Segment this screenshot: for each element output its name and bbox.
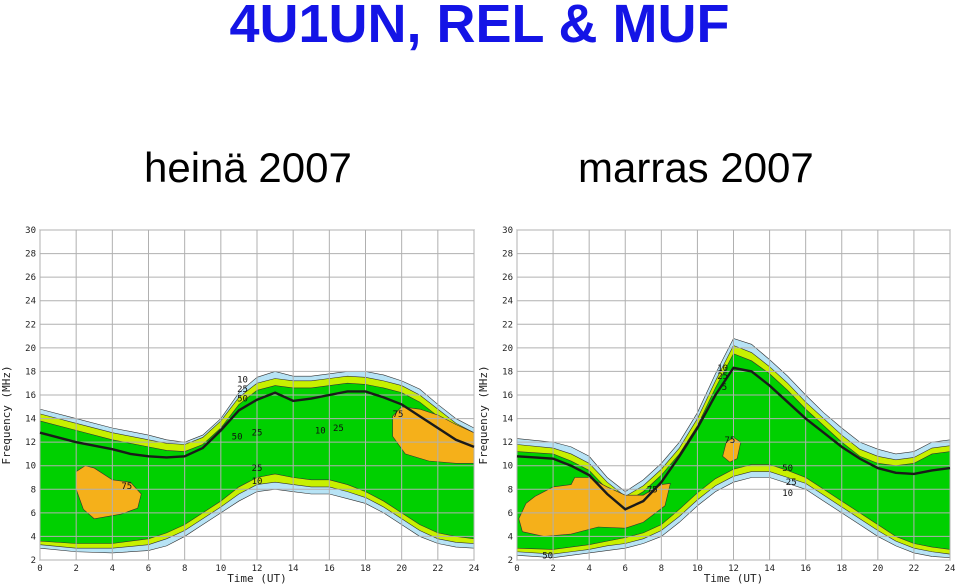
contour-label-10: 75 <box>121 482 132 492</box>
y-tick-label-8: 8 <box>31 485 36 495</box>
contour-label-9: 10 <box>252 477 263 487</box>
x-tick-label-22: 22 <box>432 564 443 574</box>
y-axis-label: Frequency (MHz) <box>478 365 490 464</box>
contour-label-2: 50 <box>237 395 248 405</box>
x-tick-label-24: 24 <box>945 564 956 574</box>
x-axis-label: Time (UT) <box>227 572 287 585</box>
y-tick-label-6: 6 <box>31 509 36 519</box>
y-tick-label-28: 28 <box>502 250 513 260</box>
x-tick-label-8: 8 <box>182 564 187 574</box>
y-axis-label: Frequency (MHz) <box>0 365 13 464</box>
contour-label-8: 25 <box>252 464 263 474</box>
y-tick-label-20: 20 <box>502 344 513 354</box>
grid-lines <box>516 229 951 561</box>
contour-label-1: 25 <box>237 385 248 395</box>
y-tick-label-8: 8 <box>508 485 513 495</box>
y-tick-label-14: 14 <box>25 415 36 425</box>
x-tick-label-16: 16 <box>800 564 811 574</box>
x-tick-label-0: 0 <box>514 564 519 574</box>
subtitle-right: marras 2007 <box>578 144 814 191</box>
contour-label-5: 25 <box>786 478 797 488</box>
tick-labels: 0 2 4 6 8 10 12 14 16 18 20 22 242468101214161820222… <box>502 226 955 574</box>
subtitle-left: heinä 2007 <box>144 144 352 191</box>
x-tick-label-12: 12 <box>252 564 263 574</box>
contour-label-5: 10 <box>315 426 326 436</box>
page-title: 4U1UN, REL & MUF <box>229 0 730 54</box>
muf-line <box>39 390 475 459</box>
contour-label-3: 50 <box>232 432 243 442</box>
chart-right: 0 2 4 6 8 10 12 14 16 18 20 22 242468101214161820222… <box>478 226 955 585</box>
grid-lines <box>39 229 475 561</box>
contour-label-8: 75 <box>647 485 658 495</box>
y-tick-label-4: 4 <box>508 532 513 542</box>
y-tick-label-26: 26 <box>502 273 513 283</box>
x-tick-label-10: 10 <box>692 564 703 574</box>
contour-label-7: 75 <box>393 410 404 420</box>
y-tick-label-26: 26 <box>25 273 36 283</box>
x-tick-label-8: 8 <box>659 564 664 574</box>
contour-label-1: 25 <box>717 372 728 382</box>
x-tick-label-24: 24 <box>469 564 480 574</box>
y-tick-label-6: 6 <box>508 509 513 519</box>
y-tick-label-10: 10 <box>502 462 513 472</box>
y-tick-label-18: 18 <box>502 367 513 377</box>
y-tick-label-18: 18 <box>25 367 36 377</box>
contour-label-7: 50 <box>542 551 553 561</box>
y-tick-label-16: 16 <box>502 391 513 401</box>
contour-label-0: 10 <box>717 364 728 374</box>
y-tick-label-22: 22 <box>502 320 513 330</box>
chart-left: 0 2 4 6 8 10 12 14 16 18 20 22 242468101214161820222… <box>0 226 479 585</box>
y-tick-label-2: 2 <box>508 556 513 566</box>
x-tick-label-0: 0 <box>37 564 42 574</box>
y-tick-label-4: 4 <box>31 532 36 542</box>
contour-label-0: 10 <box>237 376 248 386</box>
x-tick-label-4: 4 <box>110 564 115 574</box>
x-tick-label-18: 18 <box>836 564 847 574</box>
x-tick-label-18: 18 <box>360 564 371 574</box>
x-tick-label-6: 6 <box>623 564 628 574</box>
y-tick-label-28: 28 <box>25 250 36 260</box>
x-tick-label-2: 2 <box>73 564 78 574</box>
x-tick-label-10: 10 <box>215 564 226 574</box>
x-tick-label-4: 4 <box>586 564 591 574</box>
x-axis-label: Time (UT) <box>704 572 764 585</box>
y-tick-label-20: 20 <box>25 344 36 354</box>
contour-label-3: 75 <box>724 436 735 446</box>
x-tick-label-20: 20 <box>872 564 883 574</box>
muf-line <box>516 366 951 511</box>
x-tick-label-12: 12 <box>728 564 739 574</box>
y-tick-label-24: 24 <box>502 297 513 307</box>
x-tick-label-22: 22 <box>908 564 919 574</box>
y-tick-label-10: 10 <box>25 462 36 472</box>
x-tick-label-14: 14 <box>764 564 775 574</box>
y-tick-label-16: 16 <box>25 391 36 401</box>
y-tick-label-24: 24 <box>25 297 36 307</box>
contour-label-4: 50 <box>782 464 793 474</box>
y-tick-label-30: 30 <box>25 226 36 236</box>
y-tick-label-12: 12 <box>502 438 513 448</box>
y-tick-label-12: 12 <box>25 438 36 448</box>
x-tick-label-2: 2 <box>550 564 555 574</box>
y-tick-label-14: 14 <box>502 415 513 425</box>
contour-label-6: 10 <box>782 489 793 499</box>
x-tick-label-14: 14 <box>288 564 299 574</box>
contour-label-4: 25 <box>252 429 263 439</box>
band-75-3 <box>75 465 142 520</box>
x-tick-label-16: 16 <box>324 564 335 574</box>
band-75-3 <box>518 477 671 537</box>
y-tick-label-2: 2 <box>31 556 36 566</box>
y-tick-label-22: 22 <box>25 320 36 330</box>
y-tick-label-30: 30 <box>502 226 513 236</box>
x-tick-label-20: 20 <box>396 564 407 574</box>
x-tick-label-6: 6 <box>146 564 151 574</box>
contour-label-6: 25 <box>333 424 344 434</box>
tick-labels: 0 2 4 6 8 10 12 14 16 18 20 22 242468101214161820222… <box>25 226 479 574</box>
contour-label-2: 5 <box>722 383 727 393</box>
